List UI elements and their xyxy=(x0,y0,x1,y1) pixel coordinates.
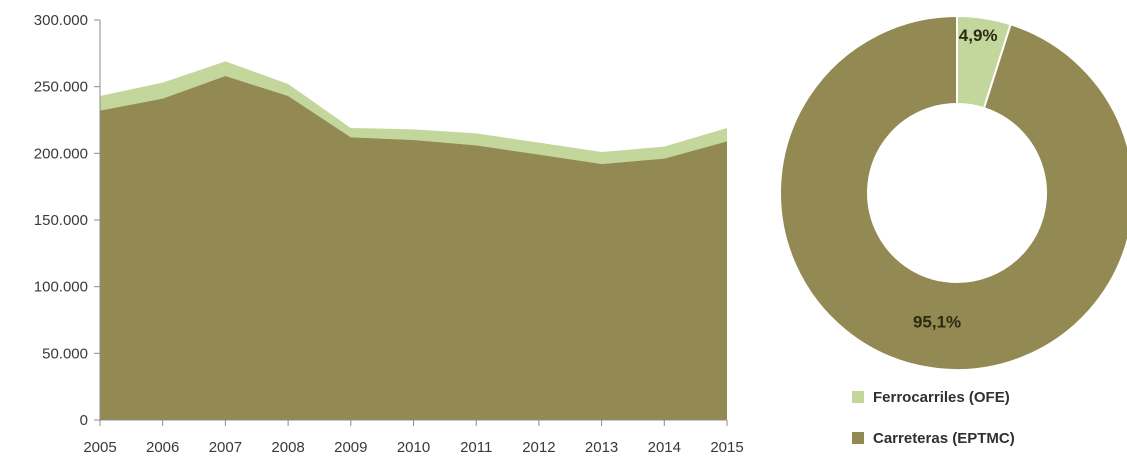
x-tick-label: 2014 xyxy=(648,439,681,456)
legend-label-ferrocarriles: Ferrocarriles (OFE) xyxy=(873,388,1010,406)
area-chart: 0 50.000 100.000 150.000 200.000 250.000 300.0… xyxy=(34,12,744,456)
donut-data-label: 95,1% xyxy=(913,312,961,331)
legend-item-ferrocarriles: Ferrocarriles (OFE) xyxy=(852,386,1015,408)
legend-swatch-ferrocarriles xyxy=(852,391,864,403)
x-tick-label: 2011 xyxy=(460,439,492,456)
donut-data-label: 4,9% xyxy=(959,26,998,45)
x-tick-label: 2013 xyxy=(585,439,618,456)
legend-item-carreteras: Carreteras (EPTMC) xyxy=(852,427,1015,449)
donut-chart: 4,9% 95,1% xyxy=(779,14,1127,371)
area-series-ferrocarriles xyxy=(100,61,727,164)
x-tick-label: 2010 xyxy=(397,439,430,456)
legend: Ferrocarriles (OFE) Carreteras (EPTMC) xyxy=(852,386,1015,468)
x-tick-label: 2009 xyxy=(334,439,367,456)
x-tick-label: 2012 xyxy=(522,439,555,456)
x-tick-label: 2006 xyxy=(146,439,179,456)
y-tick-label: 250.000 xyxy=(34,79,88,96)
x-tick-label: 2007 xyxy=(209,439,242,456)
chart-canvas: 0 50.000 100.000 150.000 200.000 250.000 300.0… xyxy=(34,12,1127,456)
y-tick-label: 200.000 xyxy=(34,145,88,162)
y-tick-label: 150.000 xyxy=(34,212,88,229)
area-series-carreteras xyxy=(100,76,727,420)
y-tick-label: 100.000 xyxy=(34,279,88,296)
donut-slice-carreteras xyxy=(779,14,1127,371)
x-tick-label: 2005 xyxy=(83,439,116,456)
y-tick-label: 0 xyxy=(80,412,88,429)
legend-label-carreteras: Carreteras (EPTMC) xyxy=(873,429,1015,447)
x-tick-label: 2008 xyxy=(271,439,304,456)
x-tick-label: 2015 xyxy=(710,439,743,456)
y-tick-label: 50.000 xyxy=(42,345,88,362)
y-tick-label: 300.000 xyxy=(34,12,88,29)
legend-swatch-carreteras xyxy=(852,432,864,444)
